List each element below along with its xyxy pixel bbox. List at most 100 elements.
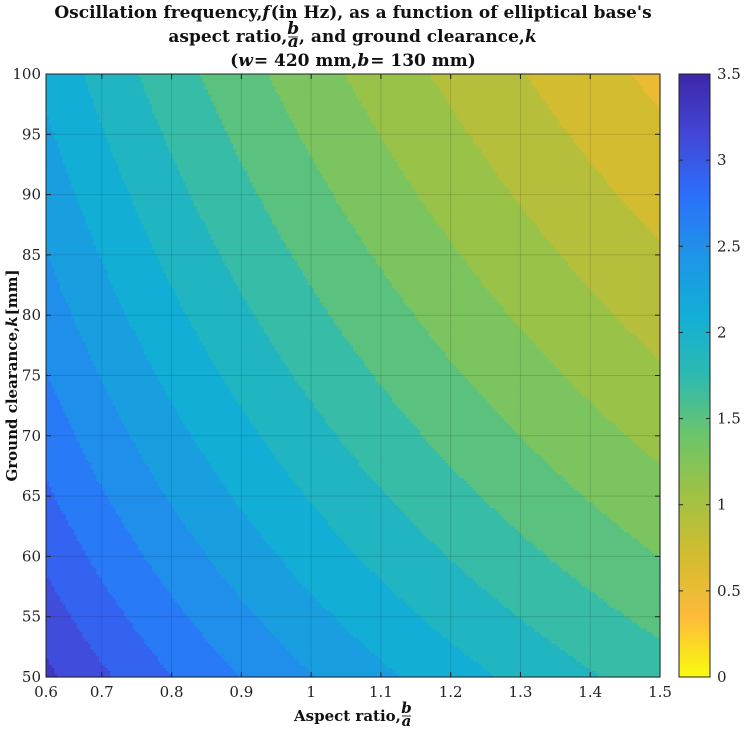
contour-band-cell <box>124 613 187 618</box>
contour-band-cell <box>46 484 50 488</box>
contour-band-cell <box>269 215 349 220</box>
contour-band-cell <box>65 411 120 416</box>
contour-band-cell <box>598 408 661 413</box>
contour-band-cell <box>62 158 117 163</box>
contour-band-cell <box>163 131 229 135</box>
contour-band-cell <box>283 239 362 244</box>
contour-band-cell <box>46 197 78 202</box>
label-text-run: aspect ratio, <box>168 27 287 47</box>
contour-band-cell <box>157 484 226 488</box>
contour-band-cell <box>593 402 661 407</box>
contour-band-cell <box>138 547 203 551</box>
contour-band-cell <box>481 152 586 157</box>
contour-band-cell <box>640 83 661 87</box>
contour-band-cell <box>637 444 661 449</box>
contour-band-cell <box>517 324 625 328</box>
contour-band-cell <box>238 285 312 289</box>
contour-band-cell <box>302 493 388 497</box>
contour-band-cell <box>90 357 148 362</box>
contour-band-cell <box>537 224 647 229</box>
contour-band-cell <box>107 276 167 280</box>
contour-band-cell <box>534 628 647 633</box>
contour-band-cell <box>152 471 217 476</box>
label-text-run: w <box>238 51 254 71</box>
contour-band-cell <box>350 83 438 87</box>
contour-band-cell <box>389 279 482 283</box>
contour-band-cell <box>442 456 544 461</box>
contour-band-cell <box>46 315 72 319</box>
contour-band-cell <box>311 502 396 506</box>
contour-band-cell <box>46 667 55 672</box>
contour-band-cell <box>481 149 583 153</box>
contour-band-cell <box>227 384 301 389</box>
contour-band-cell <box>46 553 86 557</box>
contour-band-cell <box>46 478 97 482</box>
contour-band-cell <box>305 586 390 591</box>
contour-band-cell <box>361 104 452 108</box>
contour-band-cell <box>258 529 335 533</box>
contour-band-cell <box>90 643 148 648</box>
contour-band-cell <box>539 95 650 99</box>
contour-band-cell <box>46 360 95 365</box>
contour-band-cell <box>386 276 480 280</box>
contour-band-cell <box>406 414 502 419</box>
contour-band-cell <box>299 661 385 666</box>
contour-band-cell <box>73 321 131 325</box>
contour-band-cell <box>241 508 318 512</box>
contour-band-cell <box>188 529 259 533</box>
contour-band-cell <box>269 447 349 452</box>
contour-band-cell <box>160 260 226 265</box>
contour-band-cell <box>46 598 61 603</box>
contour-band-cell <box>375 378 469 383</box>
contour-band-cell <box>46 405 64 410</box>
chart-title: Oscillation frequency, f (in Hz), as a f… <box>54 3 651 71</box>
contour-band-cell <box>299 580 385 585</box>
contour-band-cell <box>252 185 329 190</box>
contour-band-cell <box>112 402 173 407</box>
contour-band-cell <box>104 128 162 132</box>
contour-band-cell <box>252 610 332 615</box>
contour-band-cell <box>90 95 148 99</box>
contour-band-cell <box>478 146 580 150</box>
contour-band-cell <box>46 134 55 138</box>
contour-band-cell <box>274 453 354 458</box>
contour-band-cell <box>392 396 485 401</box>
contour-band-cell <box>316 598 404 603</box>
contour-band-cell <box>54 272 108 277</box>
contour-band-cell <box>46 333 81 337</box>
contour-band-cell <box>313 673 399 678</box>
contour-band-cell <box>612 312 661 316</box>
contour-band-cell <box>333 613 421 618</box>
contour-band-cell <box>46 285 61 289</box>
contour-band-cell <box>283 101 362 105</box>
contour-band-cell <box>419 529 519 533</box>
contour-band-cell <box>46 640 89 645</box>
contour-band-cell <box>400 167 494 172</box>
contour-band-cell <box>185 423 254 428</box>
contour-band-cell <box>207 230 279 235</box>
contour-band-cell <box>230 583 304 588</box>
contour-band-cell <box>299 134 382 138</box>
contour-band-cell <box>394 158 488 163</box>
contour-band-cell <box>651 351 661 355</box>
contour-band-cell <box>478 390 580 395</box>
contour-band-cell <box>459 119 561 123</box>
contour-band-cell <box>126 188 189 193</box>
contour-band-cell <box>431 77 530 81</box>
contour-band-cell <box>339 435 424 440</box>
contour-band-cell <box>255 315 332 319</box>
contour-band-cell <box>196 444 268 449</box>
contour-band-cell <box>235 502 312 506</box>
contour-band-cell <box>163 664 231 669</box>
contour-band-cell <box>294 375 376 380</box>
contour-band-cell <box>375 260 469 265</box>
contour-band-cell <box>509 523 619 527</box>
contour-band-cell <box>595 405 661 410</box>
contour-band-cell <box>143 637 206 642</box>
contour-band-cell <box>46 426 72 431</box>
contour-band-cell <box>531 83 642 87</box>
contour-band-cell <box>459 369 561 374</box>
contour-band-cell <box>196 330 265 334</box>
contour-band-cell <box>157 257 223 262</box>
contour-band-cell <box>442 348 541 352</box>
